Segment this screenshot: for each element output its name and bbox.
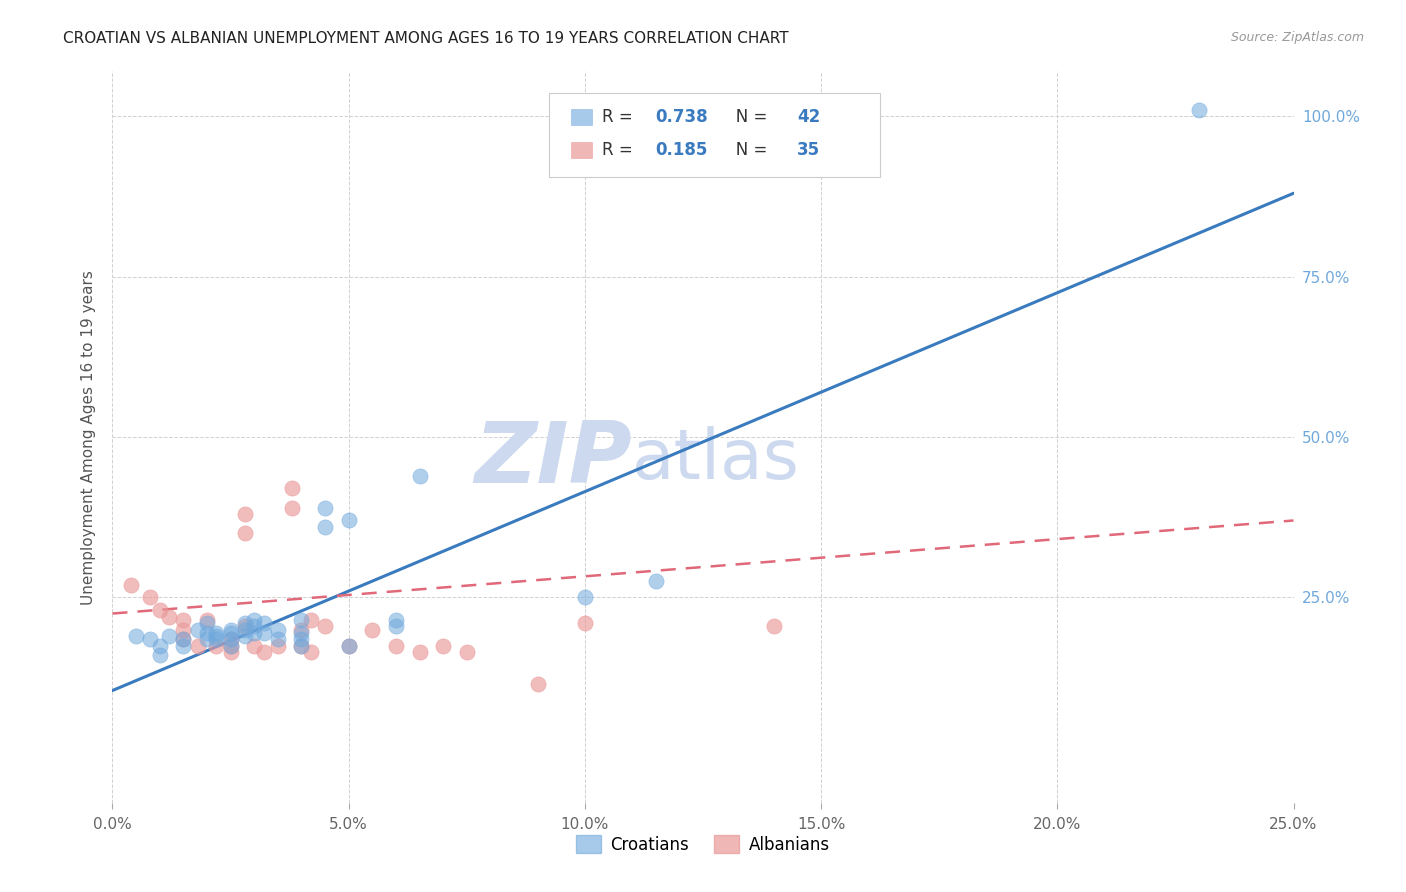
Point <box>337 514 360 528</box>
Point <box>526 677 548 691</box>
Point <box>195 616 218 631</box>
Text: CROATIAN VS ALBANIAN UNEMPLOYMENT AMONG AGES 16 TO 19 YEARS CORRELATION CHART: CROATIAN VS ALBANIAN UNEMPLOYMENT AMONG … <box>63 31 789 46</box>
Text: 35: 35 <box>797 141 820 160</box>
Point <box>233 623 256 637</box>
Point <box>243 625 266 640</box>
Point <box>299 645 322 659</box>
Point <box>290 613 312 627</box>
Text: 0.185: 0.185 <box>655 141 707 160</box>
Point <box>149 603 172 617</box>
Point <box>172 623 194 637</box>
Point <box>361 623 384 637</box>
Point <box>195 613 218 627</box>
Point <box>243 619 266 633</box>
Point <box>219 625 242 640</box>
Point <box>205 639 228 653</box>
Point <box>157 629 180 643</box>
Point <box>243 639 266 653</box>
Point <box>574 591 596 605</box>
Point <box>299 613 322 627</box>
Point <box>186 639 208 653</box>
Text: 0.738: 0.738 <box>655 108 707 126</box>
Point <box>290 639 312 653</box>
Point <box>243 613 266 627</box>
Text: N =: N = <box>720 141 773 160</box>
Point <box>172 632 194 647</box>
Point <box>139 632 162 647</box>
Point <box>172 639 194 653</box>
Point <box>253 616 276 631</box>
Point <box>281 482 304 496</box>
Point <box>267 632 290 647</box>
Point <box>290 632 312 647</box>
Point <box>125 629 148 643</box>
Point <box>456 645 478 659</box>
Point <box>219 645 242 659</box>
Point <box>195 625 218 640</box>
Point <box>290 639 312 653</box>
Text: Source: ZipAtlas.com: Source: ZipAtlas.com <box>1230 31 1364 45</box>
Point <box>219 639 242 653</box>
Point <box>219 639 242 653</box>
Point <box>219 632 242 647</box>
Point <box>219 632 242 647</box>
Text: ZIP: ZIP <box>474 417 633 500</box>
Point <box>195 632 218 647</box>
Point <box>385 639 408 653</box>
Point <box>408 468 430 483</box>
Point <box>290 625 312 640</box>
Point <box>314 619 336 633</box>
Point <box>762 619 785 633</box>
Point <box>574 616 596 631</box>
Point <box>644 574 666 589</box>
Point <box>337 639 360 653</box>
Point <box>432 639 454 653</box>
Point <box>205 625 228 640</box>
Point <box>337 639 360 653</box>
Point <box>233 619 256 633</box>
Legend: Croatians, Albanians: Croatians, Albanians <box>569 829 837 860</box>
Point <box>233 616 256 631</box>
Point <box>149 648 172 663</box>
Point <box>314 500 336 515</box>
FancyBboxPatch shape <box>550 94 880 178</box>
Text: atlas: atlas <box>633 425 800 492</box>
Point <box>267 623 290 637</box>
Point <box>186 623 208 637</box>
Point <box>139 591 162 605</box>
Point <box>205 629 228 643</box>
Point <box>281 500 304 515</box>
Point <box>290 623 312 637</box>
Point <box>253 645 276 659</box>
Point <box>385 619 408 633</box>
Point <box>314 520 336 534</box>
Point <box>120 577 142 591</box>
Y-axis label: Unemployment Among Ages 16 to 19 years: Unemployment Among Ages 16 to 19 years <box>80 269 96 605</box>
Point <box>219 623 242 637</box>
Point <box>233 526 256 541</box>
FancyBboxPatch shape <box>571 109 592 125</box>
Point <box>1188 103 1211 117</box>
Point <box>149 639 172 653</box>
Text: R =: R = <box>602 141 638 160</box>
Point <box>385 613 408 627</box>
Point <box>172 632 194 647</box>
Text: N =: N = <box>720 108 773 126</box>
Point <box>408 645 430 659</box>
Point <box>233 629 256 643</box>
Text: R =: R = <box>602 108 638 126</box>
Point <box>267 639 290 653</box>
Point <box>205 632 228 647</box>
Point <box>157 609 180 624</box>
Point <box>253 625 276 640</box>
FancyBboxPatch shape <box>571 143 592 159</box>
Text: 42: 42 <box>797 108 820 126</box>
Point <box>233 507 256 521</box>
Point <box>172 613 194 627</box>
